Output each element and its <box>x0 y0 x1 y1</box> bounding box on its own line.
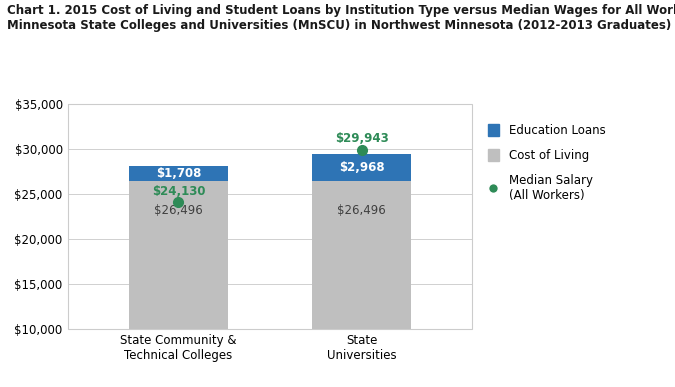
Bar <box>128 166 228 181</box>
Text: $24,130: $24,130 <box>152 185 205 198</box>
Bar <box>68 104 472 329</box>
Text: $26,496: $26,496 <box>154 204 202 216</box>
Text: $29,943: $29,943 <box>335 132 388 146</box>
Text: $1,708: $1,708 <box>156 167 201 180</box>
Legend: Education Loans, Cost of Living, Median Salary
(All Workers): Education Loans, Cost of Living, Median … <box>485 122 608 204</box>
Bar <box>312 181 412 387</box>
Bar <box>128 181 228 387</box>
Text: Chart 1. 2015 Cost of Living and Student Loans by Institution Type versus Median: Chart 1. 2015 Cost of Living and Student… <box>7 4 675 32</box>
Text: $26,496: $26,496 <box>338 204 386 216</box>
Bar <box>312 154 412 181</box>
Text: $2,968: $2,968 <box>339 161 384 174</box>
